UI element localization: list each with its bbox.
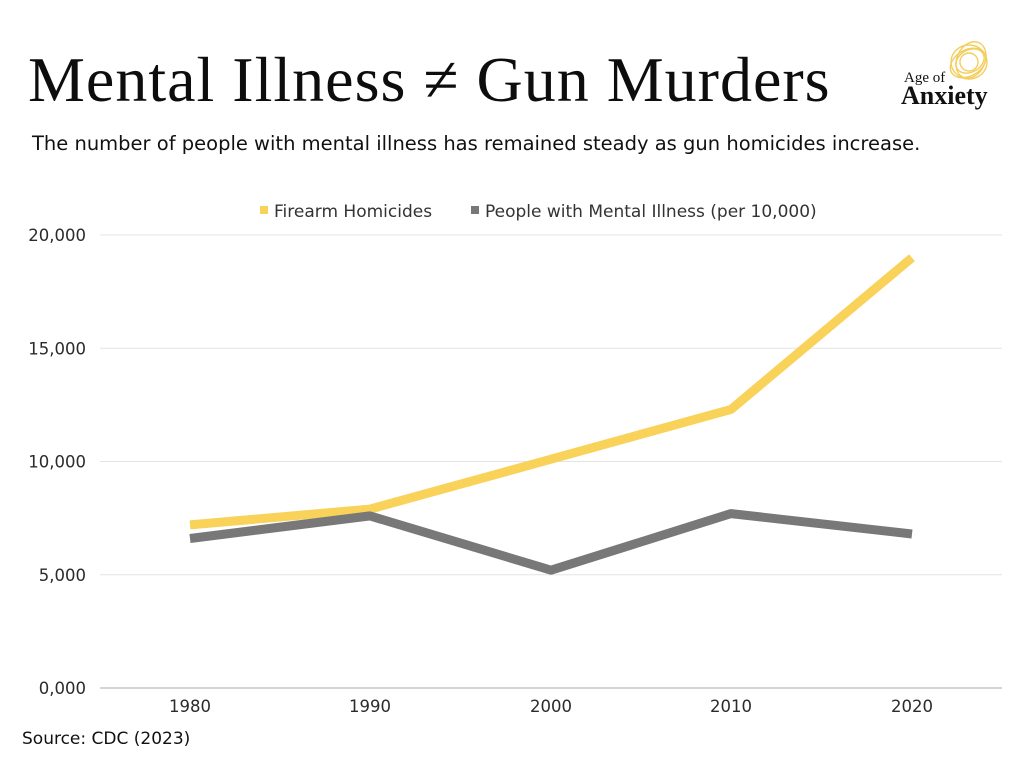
chart-title: Mental Illness ≠ Gun Murders — [28, 44, 831, 115]
brand-logo: Age of Anxiety — [901, 41, 988, 110]
svg-text:Age of: Age of — [904, 70, 945, 86]
scribble-icon — [949, 41, 988, 80]
x-tick-label: 1980 — [169, 697, 211, 716]
series-lines — [189, 254, 915, 575]
legend-swatch — [471, 206, 479, 214]
source-note: Source: CDC (2023) — [22, 729, 191, 749]
legend-swatch — [260, 206, 268, 214]
axes: 0,000 5,000 10,000 15,000 20,000 1980 1990 2000… — [28, 226, 1002, 716]
x-tick-label: 2010 — [710, 697, 752, 716]
y-tick-label: 10,000 — [28, 453, 86, 472]
chart-subtitle: The number of people with mental illness… — [32, 132, 921, 155]
x-tick-label: 1990 — [349, 697, 391, 716]
series-line-1 — [189, 254, 915, 530]
legend-label: Firearm Homicides — [274, 202, 432, 222]
y-tick-label: 0,000 — [39, 679, 86, 698]
y-tick-label: 20,000 — [28, 226, 86, 245]
legend-label: People with Mental Illness (per 10,000) — [485, 202, 817, 222]
svg-text:Anxiety: Anxiety — [901, 81, 988, 110]
series-line-2 — [189, 509, 913, 575]
x-tick-label: 2000 — [530, 697, 572, 716]
y-tick-label: 5,000 — [39, 566, 86, 585]
y-tick-label: 15,000 — [28, 339, 86, 358]
x-tick-label: 2020 — [891, 697, 933, 716]
legend: Firearm Homicides People with Mental Illn… — [260, 202, 817, 222]
